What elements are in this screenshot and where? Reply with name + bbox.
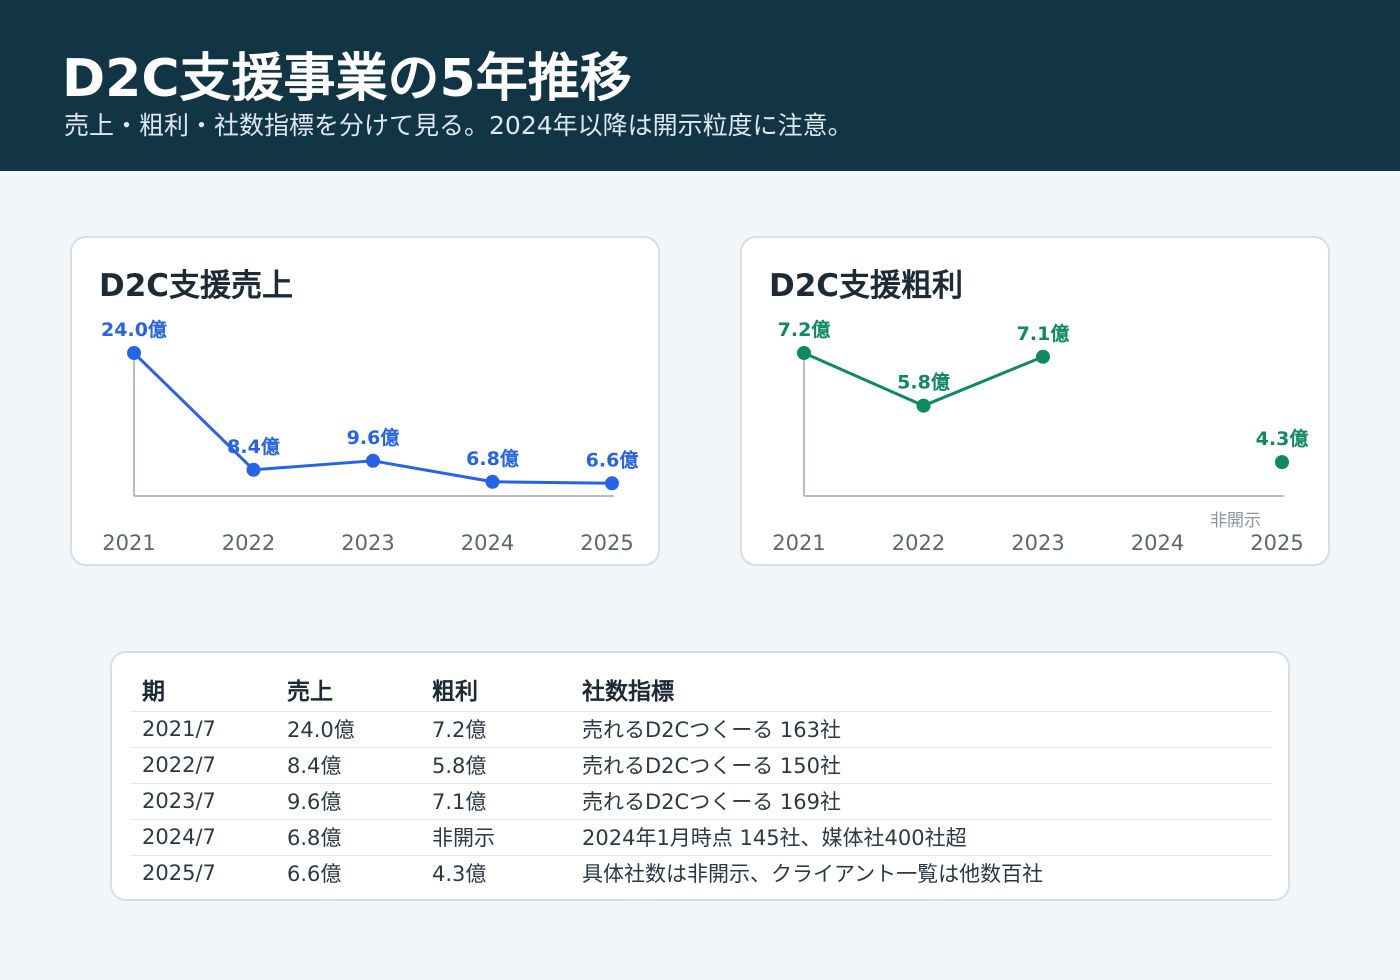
sales-point-2025 bbox=[605, 476, 619, 491]
table-row: 2022/7 8.4億 5.8億 売れるD2Cつくーる 150社 bbox=[130, 747, 1272, 784]
header-period: 期 bbox=[130, 667, 275, 712]
profit-point-2022 bbox=[916, 398, 931, 413]
sales-data-label-2023: 9.6億 bbox=[347, 426, 400, 449]
sales-x-tick-2021: 2021 bbox=[102, 531, 155, 555]
page-title: D2C支援事業の5年推移 bbox=[62, 49, 632, 109]
profit-x-tick-2024: 2024 bbox=[1131, 531, 1184, 555]
profit-x-tick-2021: 2021 bbox=[772, 531, 825, 555]
sales-data-label-2021: 24.0億 bbox=[101, 318, 167, 341]
profit-x-tick-2023: 2023 bbox=[1011, 531, 1064, 555]
sales-x-tick-2025: 2025 bbox=[580, 531, 633, 555]
profit-point-2025 bbox=[1275, 455, 1289, 470]
sales-point-2024 bbox=[485, 474, 500, 489]
table-row: 2024/7 6.8億 非開示 2024年1月時点 145社、媒体社400社超 bbox=[130, 819, 1272, 856]
sales-line-segment bbox=[252, 459, 375, 472]
cell-period: 2023/7 bbox=[130, 783, 275, 820]
profit-line-segment bbox=[922, 355, 1045, 408]
cell-profit: 非開示 bbox=[420, 819, 570, 856]
sales-data-label-2025: 6.6億 bbox=[586, 448, 639, 471]
sales-chart-title: D2C支援売上 bbox=[99, 268, 294, 304]
sales-point-2021 bbox=[127, 346, 141, 360]
profit-data-label-2023: 7.1億 bbox=[1017, 322, 1070, 345]
header-company-count: 社数指標 bbox=[570, 667, 1272, 712]
sales-chart-card: D2C支援売上 24.0億 8.4億 9.6億 6.8億 6.6億 2021 2022 202… bbox=[70, 236, 660, 566]
cell-sales: 6.6億 bbox=[287, 862, 342, 887]
profit-chart-card: D2C支援粗利 7.2億 5.8億 7.1億 4.3億 2021 2022 2023 2024… bbox=[740, 236, 1330, 566]
summary-table-card: 期 売上 粗利 社数指標 2021/7 24.0億 7.2億 売れるD2Cつくー… bbox=[110, 651, 1290, 901]
profit-line-segment bbox=[802, 351, 925, 408]
sales-x-tick-2024: 2024 bbox=[461, 531, 514, 555]
table-row: 2023/7 9.6億 7.1億 売れるD2Cつくーる 169社 bbox=[130, 783, 1272, 820]
page-subtitle: 売上・粗利・社数指標を分けて見る。2024年以降は開示粒度に注意。 bbox=[64, 111, 853, 140]
sales-data-label-2022: 8.4億 bbox=[227, 435, 280, 458]
sales-x-tick-2022: 2022 bbox=[222, 531, 275, 555]
cell-profit: 7.1億 bbox=[420, 783, 570, 820]
sales-data-label-2024: 6.8億 bbox=[466, 447, 519, 470]
cell-sales: 8.4億 bbox=[275, 747, 420, 784]
profit-data-label-2025: 4.3億 bbox=[1256, 427, 1309, 450]
cell-sales: 9.6億 bbox=[275, 783, 420, 820]
cell-profit: 5.8億 bbox=[420, 747, 570, 784]
profit-chart-title: D2C支援粗利 bbox=[769, 268, 964, 304]
header-profit: 粗利 bbox=[420, 667, 570, 712]
profit-point-2023 bbox=[1036, 349, 1050, 364]
sales-point-2023 bbox=[366, 453, 380, 468]
profit-x-tick-2025: 2025 bbox=[1250, 531, 1303, 555]
cell-period: 2024/7 bbox=[130, 819, 275, 856]
cell-period: 2021/7 bbox=[130, 711, 275, 748]
table-header-row: 期 売上 粗利 社数指標 bbox=[130, 667, 1272, 712]
table-row: 2021/7 24.0億 7.2億 売れるD2Cつくーる 163社 bbox=[130, 711, 1272, 748]
sales-line-chart: 24.0億 8.4億 9.6億 6.8億 6.6億 2021 2022 2023 2024 202… bbox=[101, 318, 639, 555]
sales-line-segment bbox=[491, 480, 614, 485]
cell-company-count: 具体社数は非開示、クライアント一覧は他数百社 bbox=[582, 862, 1044, 887]
sales-line-segment bbox=[132, 351, 255, 472]
sales-line-segment bbox=[371, 459, 494, 484]
cell-company-count: 売れるD2Cつくーる 169社 bbox=[570, 783, 1272, 820]
profit-data-label-2021: 7.2億 bbox=[778, 318, 831, 341]
profit-annotation-2024: 非開示 bbox=[1210, 511, 1261, 531]
cell-profit: 4.3億 bbox=[432, 862, 487, 887]
header-sales: 売上 bbox=[275, 667, 420, 712]
profit-data-label-2022: 5.8億 bbox=[897, 371, 950, 394]
cell-period: 2025/7 bbox=[142, 861, 216, 886]
sales-x-tick-2023: 2023 bbox=[341, 531, 394, 555]
profit-point-2021 bbox=[797, 346, 811, 360]
cell-sales: 24.0億 bbox=[275, 711, 420, 748]
cell-period: 2022/7 bbox=[130, 747, 275, 784]
summary-table: 期 売上 粗利 社数指標 2021/7 24.0億 7.2億 売れるD2Cつくー… bbox=[130, 667, 1272, 891]
profit-x-tick-2022: 2022 bbox=[892, 531, 945, 555]
cell-company-count: 売れるD2Cつくーる 163社 bbox=[570, 711, 1272, 748]
cell-company-count: 2024年1月時点 145社、媒体社400社超 bbox=[570, 819, 1272, 856]
cell-company-count: 売れるD2Cつくーる 150社 bbox=[570, 747, 1272, 784]
header-banner: D2C支援事業の5年推移 売上・粗利・社数指標を分けて見る。2024年以降は開示… bbox=[0, 0, 1400, 171]
cell-profit: 7.2億 bbox=[420, 711, 570, 748]
table-row: 2025/7 6.6億 4.3億 具体社数は非開示、クライアント一覧は他数百社 bbox=[130, 855, 1272, 891]
sales-point-2022 bbox=[246, 462, 261, 477]
cell-sales: 6.8億 bbox=[275, 819, 420, 856]
